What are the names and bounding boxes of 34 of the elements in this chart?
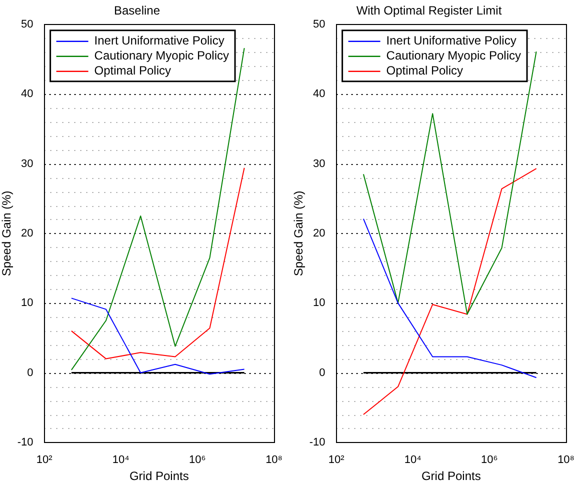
y-tick-label: 20: [313, 227, 326, 240]
x-tick-label: 10²: [328, 454, 345, 466]
x-tick-label: 10⁸: [558, 454, 574, 466]
y-tick-label: 50: [21, 18, 34, 30]
legend-label: Optimal Policy: [94, 64, 171, 78]
y-tick-label: -10: [309, 436, 326, 448]
legend-label: Inert Uniformative Policy: [94, 34, 224, 48]
y-tick-label: 20: [21, 227, 34, 240]
y-tick-label: 10: [21, 297, 34, 310]
x-tick-label: 10⁶: [481, 454, 498, 466]
legend-label: Cautionary Myopic Policy: [94, 48, 230, 63]
x-axis-title: Grid Points: [421, 469, 481, 484]
x-tick-label: 10⁶: [189, 454, 206, 466]
y-axis-title: Speed Gain (%): [292, 190, 306, 276]
legend-label: Inert Uniformative Policy: [386, 34, 516, 48]
y-tick-label: 40: [313, 88, 326, 100]
x-tick-label: 10⁸: [266, 454, 282, 466]
x-axis-title: Grid Points: [129, 469, 189, 484]
x-tick-label: 10⁴: [404, 454, 422, 466]
y-axis-title: Speed Gain (%): [0, 190, 14, 276]
y-tick-label: 30: [313, 158, 326, 170]
y-tick-label: 40: [21, 88, 34, 100]
y-tick-label: 50: [313, 18, 326, 30]
chart-title: With Optimal Register Limit: [356, 4, 502, 18]
y-tick-label: 10: [313, 297, 326, 310]
y-tick-label: 0: [319, 366, 326, 379]
legend-label: Optimal Policy: [386, 64, 463, 78]
y-tick-label: 30: [21, 158, 34, 170]
legend-label: Cautionary Myopic Policy: [386, 48, 522, 63]
y-tick-label: 0: [27, 366, 34, 379]
y-tick-label: -10: [17, 436, 34, 448]
chart-title: Baseline: [114, 4, 160, 18]
x-tick-label: 10²: [36, 454, 53, 466]
x-tick-label: 10⁴: [112, 454, 130, 466]
